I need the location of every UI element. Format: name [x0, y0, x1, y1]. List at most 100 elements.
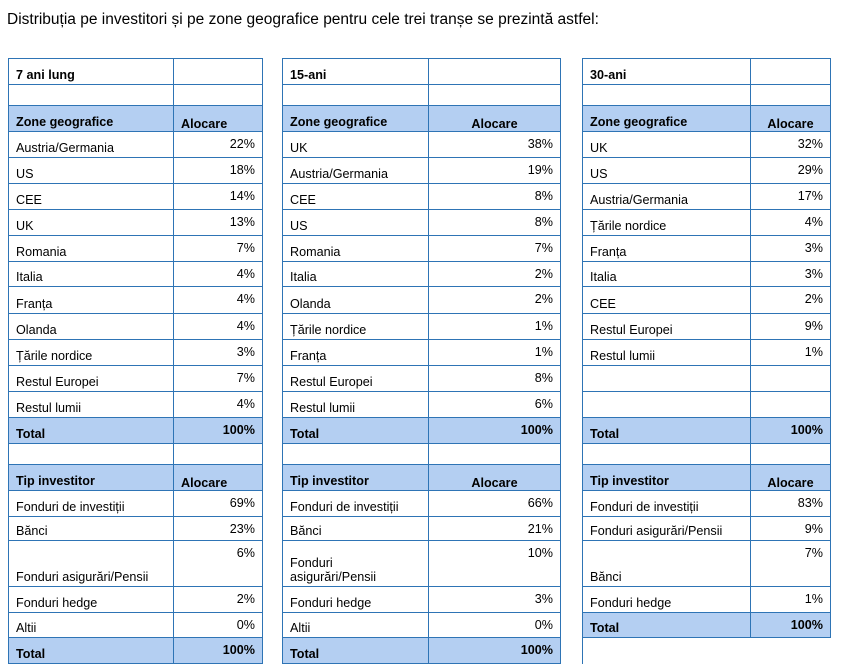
empty-cell	[428, 58, 561, 85]
total-label: Total	[282, 637, 429, 664]
cell-value: 7%	[173, 235, 263, 262]
cell-label: Olanda	[8, 313, 174, 340]
cell-label: US	[582, 157, 751, 184]
cell-label: Altii	[282, 612, 429, 638]
empty-cell	[582, 365, 751, 392]
table-row: Zone geografice Alocare Zone geografice Alo…	[8, 105, 831, 132]
column-header: Alocare	[173, 464, 263, 491]
page-heading: Distribuția pe investitori și pe zone ge…	[7, 11, 599, 28]
table-row: Franța 4% Olanda 2% CEE 2%	[8, 286, 831, 314]
cell-label: Franța	[582, 235, 751, 262]
table-row: Austria/Germania 22% UK 38% UK 32%	[8, 131, 831, 158]
cell-label: Fonduri de investiții	[582, 490, 751, 517]
empty-cell	[750, 365, 831, 392]
cell-label: Franța	[282, 339, 429, 366]
table-row	[8, 84, 831, 106]
column-gap	[560, 131, 583, 158]
column-gap	[560, 209, 583, 236]
cell-label: Italia	[282, 261, 429, 287]
column-gap	[560, 261, 583, 287]
cell-value: 29%	[750, 157, 831, 184]
column-header: Zone geografice	[582, 105, 751, 132]
empty-cell	[8, 84, 174, 106]
cell-value: 83%	[750, 490, 831, 517]
empty-cell	[582, 443, 751, 465]
column-gap	[262, 365, 283, 392]
column-gap	[262, 235, 283, 262]
column-header: Tip investitor	[8, 464, 174, 491]
cell-value: 4%	[173, 313, 263, 340]
total-label: Total	[8, 417, 174, 444]
cell-label: Țările nordice	[8, 339, 174, 366]
cell-value: 6%	[428, 391, 561, 418]
cell-label: CEE	[582, 286, 751, 314]
cell-label: Italia	[8, 261, 174, 287]
column-gap	[262, 339, 283, 366]
empty-cell	[750, 58, 831, 85]
cell-value: 21%	[428, 516, 561, 541]
column-header: Alocare	[428, 105, 561, 132]
column-header: Alocare	[173, 105, 263, 132]
cell-label: Restul lumii	[8, 391, 174, 418]
column-gap	[262, 612, 283, 638]
cell-value: 66%	[428, 490, 561, 517]
table-row: Restul Europei 7% Restul Europei 8%	[8, 365, 831, 392]
cell-value: 69%	[173, 490, 263, 517]
column-gap	[560, 84, 583, 106]
cell-label: Altii	[8, 612, 174, 638]
cell-label: Restul lumii	[582, 339, 751, 366]
cell-label: Restul Europei	[582, 313, 751, 340]
column-gap	[262, 183, 283, 210]
cell-value: 0%	[173, 612, 263, 638]
cell-value: 1%	[428, 339, 561, 366]
total-value: 100%	[428, 637, 561, 664]
cell-value: 7%	[750, 540, 831, 587]
column-gap	[262, 157, 283, 184]
empty-cell	[583, 638, 831, 664]
cell-value: 2%	[428, 286, 561, 314]
cell-label: Bănci	[282, 516, 429, 541]
column-gap	[560, 58, 583, 85]
total-label: Total	[582, 612, 751, 638]
table-row: Total 100% Total 100%	[8, 637, 831, 664]
cell-label: Restul Europei	[8, 365, 174, 392]
cell-value: 13%	[173, 209, 263, 236]
column-gap	[560, 157, 583, 184]
column-header: Alocare	[750, 105, 831, 132]
column-gap	[262, 516, 283, 541]
column-gap	[262, 261, 283, 287]
total-value: 100%	[750, 417, 831, 444]
cell-label: US	[8, 157, 174, 184]
column-gap	[560, 464, 583, 491]
cell-value: 6%	[173, 540, 263, 587]
table-row: Italia 4% Italia 2% Italia 3%	[8, 261, 831, 287]
column-gap	[262, 313, 283, 340]
cell-value: 2%	[173, 586, 263, 613]
table-row: Fonduri de investiții 69% Fonduri de inves…	[8, 490, 831, 517]
empty-cell	[582, 84, 751, 106]
table-row: Total 100% Total 100% Total 100%	[8, 417, 831, 444]
cell-label: Fonduri hedge	[282, 586, 429, 613]
column-gap	[560, 540, 583, 587]
cell-value: 9%	[750, 516, 831, 541]
cell-label: Franța	[8, 286, 174, 314]
tranche-title: 30-ani	[582, 58, 751, 85]
cell-label: Olanda	[282, 286, 429, 314]
empty-cell	[750, 84, 831, 106]
cell-label: Țările nordice	[582, 209, 751, 236]
cell-label: Bănci	[582, 540, 751, 587]
cell-value: 0%	[428, 612, 561, 638]
table-row: Olanda 4% Țările nordice 1% Restul Europei 9%	[8, 313, 831, 340]
total-value: 100%	[173, 417, 263, 444]
column-gap	[560, 443, 583, 465]
total-value: 100%	[750, 612, 831, 638]
cell-label: US	[282, 209, 429, 236]
cell-value: 10%	[428, 540, 561, 587]
column-gap	[560, 365, 583, 392]
column-header: Tip investitor	[282, 464, 429, 491]
cell-label: Fonduri asigurări/Pensii	[8, 540, 174, 587]
column-gap	[560, 391, 583, 418]
column-gap	[560, 313, 583, 340]
table-row: Bănci 23% Bănci 21% Fonduri asigurări/Pensii…	[8, 516, 831, 541]
column-gap	[262, 490, 283, 517]
